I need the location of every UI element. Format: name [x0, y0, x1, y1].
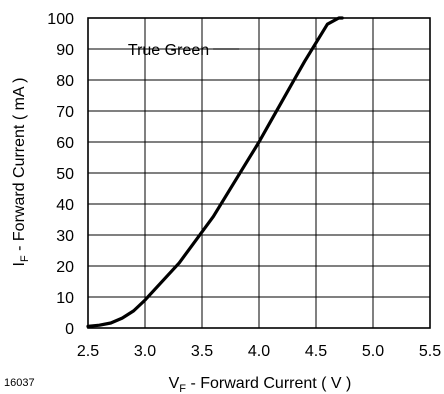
x-axis-label-main: V [169, 375, 180, 392]
y-axis-label-main: I [11, 262, 28, 266]
y-tick-label-9: 90 [56, 42, 74, 59]
y-tick-labels: 0 10 20 30 40 50 60 70 80 90 100 [47, 11, 74, 338]
x-tick-label-5: 5.0 [362, 343, 384, 360]
grid-lines [87, 17, 431, 329]
x-axis-label: VF - Forward Current ( V ) [169, 375, 352, 394]
x-tick-labels: 2.5 3.0 3.5 4.0 4.5 5.0 5.5 [77, 343, 441, 360]
annotation-label: True Green [128, 42, 209, 59]
y-axis-label-subscript: F [19, 255, 31, 262]
x-axis-label-subscript: F [179, 383, 186, 394]
x-tick-label-2: 3.5 [191, 343, 213, 360]
y-tick-label-2: 20 [56, 259, 74, 276]
y-tick-label-5: 50 [56, 166, 74, 183]
x-axis-label-rest: - Forward Current ( V ) [186, 375, 351, 392]
y-axis-label-rest: - Forward Current ( mA ) [11, 78, 28, 256]
plot-frame [87, 17, 431, 329]
y-tick-label-3: 30 [56, 228, 74, 245]
series-line-true-green [86, 16, 344, 328]
y-tick-label-8: 80 [56, 73, 74, 90]
y-axis-label: IF - Forward Current ( mA ) [11, 78, 31, 267]
y-tick-label-4: 40 [56, 197, 74, 214]
y-tick-label-1: 10 [56, 290, 74, 307]
figure-id: 16037 [4, 377, 35, 389]
series-annotation: True Green [128, 42, 240, 59]
x-tick-label-6: 5.5 [419, 343, 441, 360]
y-tick-label-6: 60 [56, 135, 74, 152]
x-tick-label-4: 4.5 [305, 343, 327, 360]
y-tick-label-10: 100 [47, 11, 74, 28]
y-tick-label-7: 70 [56, 104, 74, 121]
x-tick-label-1: 3.0 [134, 343, 156, 360]
x-tick-label-0: 2.5 [77, 343, 99, 360]
x-tick-label-3: 4.0 [248, 343, 270, 360]
y-tick-label-0: 0 [65, 321, 74, 338]
